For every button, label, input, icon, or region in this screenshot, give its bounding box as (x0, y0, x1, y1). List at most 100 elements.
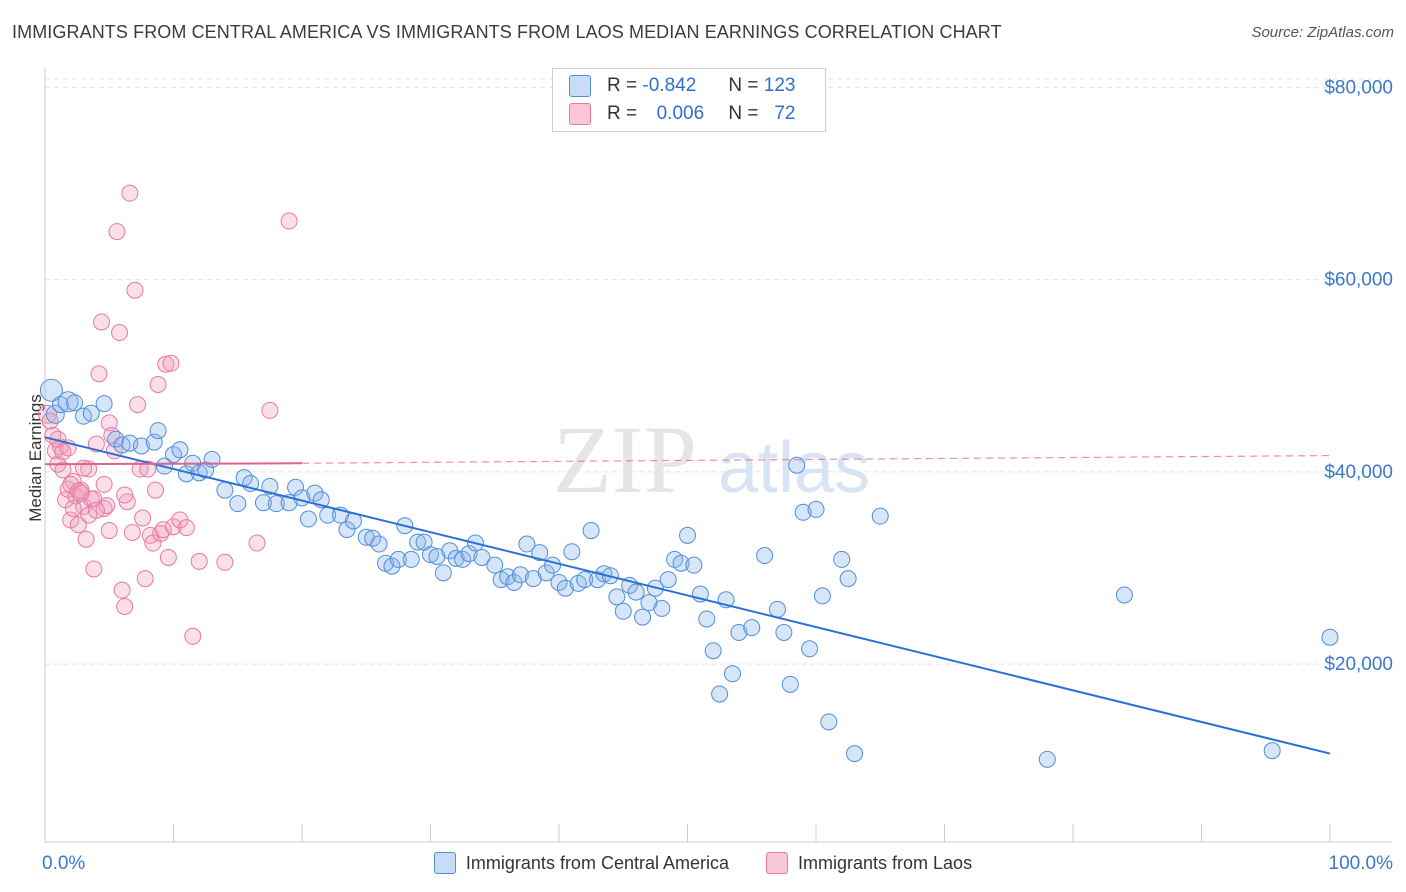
laos-point (248, 534, 266, 552)
central-america-point (730, 623, 748, 641)
laos-point (136, 570, 154, 588)
central-america-point (614, 602, 632, 620)
central-america-point (576, 571, 594, 589)
laos-point (162, 354, 180, 372)
central-america-point (743, 619, 761, 637)
central-america-point (364, 529, 382, 547)
central-america-point (51, 396, 69, 414)
watermark-atlas: atlas (718, 428, 870, 508)
laos-point (113, 581, 131, 599)
x-tick-label-max: 100.0% (1329, 853, 1394, 874)
laos-point (126, 281, 144, 299)
laos-point (90, 365, 108, 383)
central-america-point (1038, 750, 1056, 768)
central-america-point (216, 481, 234, 499)
central-america-point (267, 495, 285, 513)
central-america-point (672, 554, 690, 572)
central-america-point (370, 535, 388, 553)
central-america-point (434, 564, 452, 582)
central-america-point (383, 557, 401, 575)
laos-trend-line-dashed (301, 454, 1331, 464)
central-america-point (653, 599, 671, 617)
laos-point (216, 553, 234, 571)
central-america-point (203, 450, 221, 468)
laos-point (64, 499, 82, 517)
laos-point (38, 404, 58, 424)
laos-point (93, 313, 111, 331)
laos-point (116, 486, 134, 504)
central-america-point (338, 521, 356, 539)
central-america-point (299, 510, 317, 528)
laos-point (157, 355, 175, 373)
laos-point (165, 518, 182, 536)
central-america-point (261, 477, 279, 495)
central-america-point (846, 745, 864, 763)
central-america-point (582, 522, 600, 540)
legend-label: Immigrants from Laos (798, 852, 973, 873)
source-label: Source: ZipAtlas.com (1251, 24, 1394, 41)
laos-point (154, 521, 172, 539)
x-tick-label-min: 0.0% (42, 853, 85, 874)
laos-point (100, 522, 118, 540)
corr-row-laos: R = 0.006 N = 72 (569, 101, 795, 127)
central-america-point (389, 550, 407, 568)
chart-title: IMMIGRANTS FROM CENTRAL AMERICA VS IMMIG… (12, 22, 1002, 42)
watermark: ZIP atlas (553, 406, 870, 513)
central-america-point (775, 623, 793, 641)
central-america-point (807, 500, 825, 518)
central-america-point (306, 484, 324, 502)
trend-lines (44, 436, 1331, 755)
central-america-point (39, 378, 63, 402)
n-label: N = (728, 75, 759, 96)
central-america-point (171, 441, 189, 459)
laos-point (190, 552, 208, 570)
r-label: R = (607, 103, 638, 124)
central-america-point (486, 556, 504, 574)
laos-point (123, 523, 141, 541)
y-tick-label: $20,000 (1324, 654, 1393, 675)
central-america-point (788, 456, 806, 474)
central-america-point (659, 571, 677, 589)
laos-point (69, 482, 87, 500)
central-america-point (57, 391, 79, 413)
laos-point (77, 530, 95, 548)
central-america-point (723, 665, 741, 683)
central-america-point (531, 544, 549, 562)
laos-point (280, 212, 298, 230)
central-america-point (711, 685, 729, 703)
y-tick-label: $60,000 (1324, 270, 1393, 291)
central-america-point (518, 535, 536, 553)
laos-point (95, 475, 113, 493)
central-america-point (82, 404, 100, 422)
central-america-point (287, 478, 305, 496)
central-america-point (422, 546, 439, 564)
laos-point (134, 509, 152, 527)
central-america-point (556, 579, 574, 597)
central-america-legend-swatch (433, 852, 456, 874)
central-america-point (447, 549, 465, 567)
central-america-point (132, 437, 150, 455)
laos-point (184, 627, 202, 645)
legend-item-central-america[interactable]: Immigrants from Central America (433, 852, 729, 874)
central-america-point (871, 507, 889, 525)
laos-point (116, 597, 134, 615)
central-america-point (66, 394, 84, 412)
central-america-point (1321, 628, 1339, 646)
r-value: 0.006 (656, 103, 705, 124)
central-america-point (608, 588, 626, 606)
n-value: 123 (763, 75, 796, 96)
laos-legend-swatch (766, 852, 789, 874)
legend-item-laos[interactable]: Immigrants from Laos (766, 852, 972, 874)
central-america-point (685, 556, 703, 574)
central-america-point (833, 550, 851, 568)
central-america-point (544, 556, 562, 574)
central-america-point (149, 422, 167, 440)
laos-trend-line (44, 462, 303, 466)
laos-point (121, 184, 139, 202)
central-america-point (95, 395, 113, 413)
central-america-point (704, 642, 722, 660)
laos-swatch (569, 103, 591, 125)
central-america-point (794, 503, 812, 521)
central-america-point (589, 571, 607, 589)
